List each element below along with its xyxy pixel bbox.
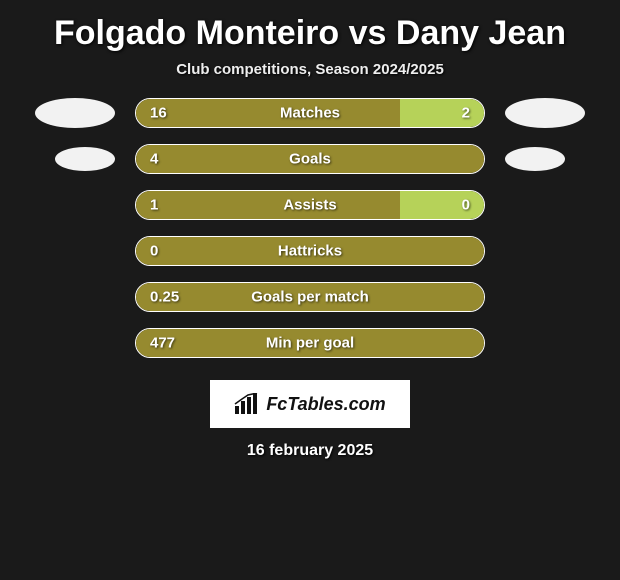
logo-box[interactable]: FcTables.com bbox=[210, 380, 410, 428]
stat-value-left: 16 bbox=[150, 105, 167, 122]
stat-value-left: 4 bbox=[150, 151, 158, 168]
date-text: 16 february 2025 bbox=[0, 442, 620, 460]
stat-row: 16 Matches 2 bbox=[0, 98, 620, 128]
player1-avatar bbox=[55, 147, 115, 171]
stat-label: Goals per match bbox=[251, 289, 369, 306]
stat-bar: 4 Goals bbox=[135, 144, 485, 174]
stat-value-right: 2 bbox=[462, 105, 470, 122]
stat-row: 4 Goals bbox=[0, 144, 620, 174]
stat-value-left: 0.25 bbox=[150, 289, 179, 306]
stat-value-right: 0 bbox=[462, 197, 470, 214]
stats-rows: 16 Matches 2 4 Goals 1 Assists 0 0 Hattricks 0.25 G… bbox=[0, 98, 620, 358]
bar-segment-left bbox=[136, 191, 400, 219]
player2-name: Dany Jean bbox=[396, 14, 566, 52]
bar-chart-icon bbox=[234, 393, 260, 415]
bar-segment-right bbox=[400, 99, 484, 127]
stat-value-left: 477 bbox=[150, 335, 175, 352]
stat-label: Min per goal bbox=[266, 335, 354, 352]
bar-segment-left bbox=[136, 99, 400, 127]
stat-row: 0 Hattricks bbox=[0, 236, 620, 266]
stat-bar: 0.25 Goals per match bbox=[135, 282, 485, 312]
player1-name: Folgado Monteiro bbox=[54, 14, 339, 52]
stat-bar: 16 Matches 2 bbox=[135, 98, 485, 128]
logo-text: FcTables.com bbox=[266, 394, 385, 415]
vs-text: vs bbox=[349, 14, 387, 52]
subtitle: Club competitions, Season 2024/2025 bbox=[0, 61, 620, 78]
stat-row: 0.25 Goals per match bbox=[0, 282, 620, 312]
stat-bar: 477 Min per goal bbox=[135, 328, 485, 358]
bar-segment-right bbox=[400, 191, 484, 219]
stat-row: 1 Assists 0 bbox=[0, 190, 620, 220]
player2-avatar bbox=[505, 147, 565, 171]
player2-avatar bbox=[505, 98, 585, 128]
page-title: Folgado Monteiro vs Dany Jean bbox=[0, 14, 620, 53]
player1-avatar bbox=[35, 98, 115, 128]
stat-bar: 1 Assists 0 bbox=[135, 190, 485, 220]
stat-bar: 0 Hattricks bbox=[135, 236, 485, 266]
stat-label: Assists bbox=[283, 197, 336, 214]
stat-label: Hattricks bbox=[278, 243, 342, 260]
stat-row: 477 Min per goal bbox=[0, 328, 620, 358]
stat-value-left: 0 bbox=[150, 243, 158, 260]
stat-label: Matches bbox=[280, 105, 340, 122]
comparison-card: Folgado Monteiro vs Dany Jean Club compe… bbox=[0, 0, 620, 460]
stat-label: Goals bbox=[289, 151, 331, 168]
stat-value-left: 1 bbox=[150, 197, 158, 214]
